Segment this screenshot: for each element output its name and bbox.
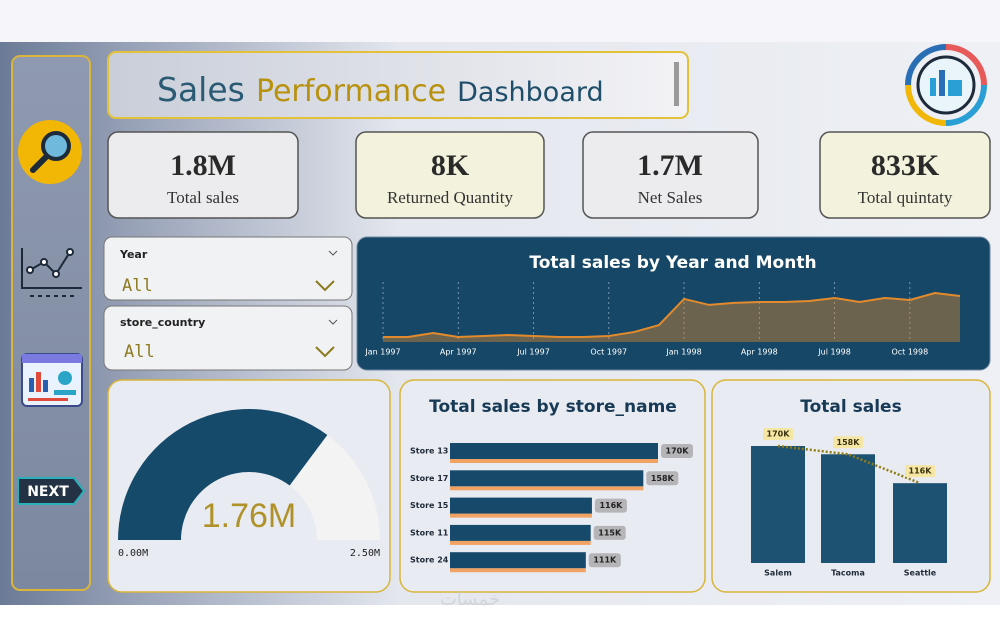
kpi-label: Net Sales: [638, 188, 703, 207]
gauge-tick-label: 0.00M: [118, 548, 148, 559]
bar-accent: [450, 540, 591, 545]
kpi-label: Total quintaty: [858, 188, 953, 207]
value-label-box: [593, 525, 626, 540]
kpi-label: Total sales: [167, 188, 239, 207]
title-part: Performance: [256, 74, 446, 109]
logo: [905, 44, 987, 126]
kpi-value: 1.8M: [170, 149, 236, 182]
bar: [450, 470, 644, 487]
bar: [450, 524, 591, 541]
y-tick-label: Store 24: [410, 556, 449, 565]
value-label: 116K: [599, 501, 623, 510]
gauge-tick-label: 2.50M: [350, 548, 380, 559]
y-tick-label: Store 15: [410, 501, 449, 510]
x-tick-label: Salem: [764, 569, 792, 578]
y-tick-label: Store 13: [410, 447, 448, 456]
bar-accent: [450, 568, 586, 573]
kpi-label: Returned Quantity: [387, 188, 514, 207]
x-tick-label: Jan 1998: [665, 348, 701, 357]
gauge-value: [118, 409, 328, 540]
kpi-card: [582, 131, 759, 219]
value-label-box: [594, 498, 627, 513]
kpi-value: 1.7M: [637, 149, 703, 182]
value-label: 158K: [651, 474, 675, 483]
value-label-box: [588, 553, 621, 568]
x-tick-label: Oct 1998: [891, 348, 928, 357]
search-icon[interactable]: [18, 120, 82, 184]
title-part: Sales: [157, 70, 245, 109]
gauge-value-label: 1.76M: [202, 497, 297, 535]
chart-title: Total sales by store_name: [429, 397, 677, 417]
chart-icon[interactable]: [21, 248, 82, 297]
bar: [450, 497, 592, 514]
value-label-box: [833, 436, 863, 449]
filter-value[interactable]: All: [124, 342, 155, 362]
value-label: 115K: [598, 528, 622, 537]
next-button[interactable]: NEXT: [17, 477, 86, 505]
country-filter[interactable]: store_country All: [103, 305, 353, 371]
x-tick-label: Oct 1997: [590, 348, 627, 357]
value-label: 116K: [909, 467, 933, 476]
x-tick-label: Seattle: [904, 569, 937, 578]
y-tick-label: Store 17: [410, 474, 448, 483]
value-label-box: [646, 471, 679, 486]
area-panel: [356, 236, 991, 371]
value-label-box: [661, 444, 693, 458]
y-tick-label: Store 11: [410, 528, 449, 537]
bar-accent: [450, 513, 592, 518]
filter-label: Year: [119, 248, 148, 261]
bar: [893, 483, 947, 563]
bar: [821, 454, 875, 563]
kpi-card: [819, 131, 991, 219]
kpi-card: [355, 131, 545, 219]
filter-value[interactable]: All: [122, 276, 153, 296]
title-part: Dashboard: [457, 77, 603, 108]
chart-title: Total sales by Year and Month: [529, 253, 816, 273]
value-label: 111K: [593, 556, 617, 565]
watermark: خمسات: [440, 589, 500, 610]
title-bar: [674, 62, 679, 106]
next-label[interactable]: NEXT: [27, 484, 69, 500]
filter-label: store_country: [120, 316, 205, 329]
line: [383, 291, 961, 339]
chart-title: Total sales: [800, 397, 901, 417]
value-label: 170K: [666, 447, 690, 456]
x-tick-label: Tacoma: [831, 569, 865, 578]
sidebar: [11, 55, 91, 591]
bar: [450, 552, 586, 569]
bar-accent: [450, 486, 644, 491]
value-label: 170K: [767, 430, 791, 439]
value-label-box: [763, 428, 793, 440]
bar-accent: [450, 459, 658, 463]
report-icon[interactable]: [21, 353, 83, 407]
kpi-value: 8K: [431, 149, 470, 182]
year-filter[interactable]: Year All: [103, 236, 353, 301]
bar: [450, 443, 658, 459]
bar: [751, 446, 805, 563]
kpi-value: 833K: [871, 149, 940, 182]
value-label-box: [905, 465, 935, 478]
x-tick-label: Apr 1997: [440, 348, 477, 357]
bottom-band: [0, 605, 1000, 623]
kpi-card: [107, 131, 299, 219]
dashboard-title: Sales Performance Dashboard: [157, 70, 604, 109]
top-band: [0, 0, 1000, 42]
x-tick-label: Jan 1997: [364, 348, 400, 357]
value-label: 158K: [837, 438, 861, 447]
area: [383, 293, 960, 342]
title-box: [107, 51, 689, 119]
x-tick-label: Jul 1998: [817, 348, 851, 357]
x-tick-label: Apr 1998: [741, 348, 778, 357]
x-tick-label: Jul 1997: [516, 348, 550, 357]
